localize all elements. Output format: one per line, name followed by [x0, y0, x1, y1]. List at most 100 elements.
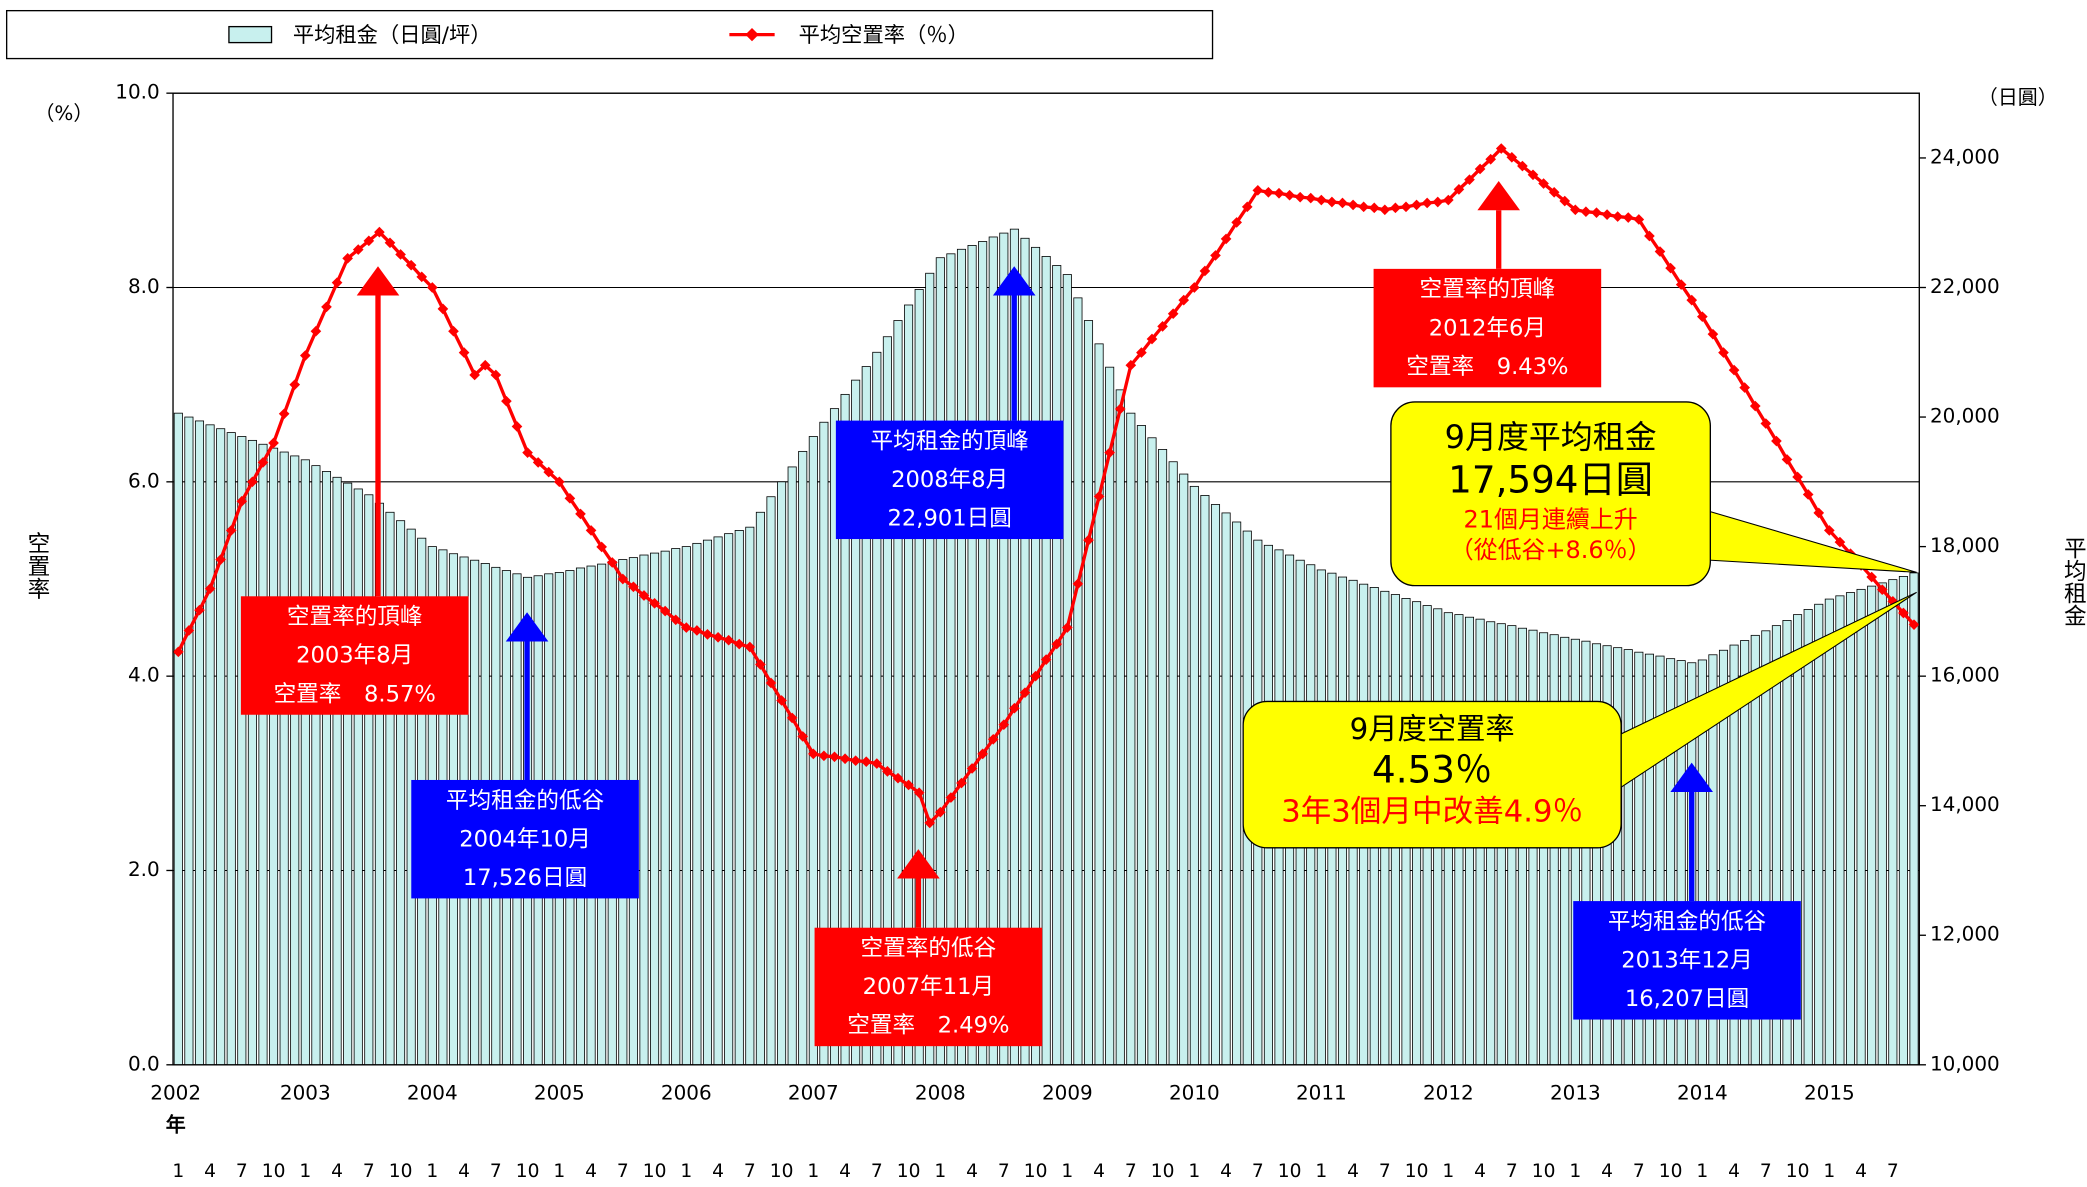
x-tick-label: 7	[1379, 1161, 1391, 1182]
line-marker	[1432, 196, 1444, 208]
y-tick-label: 6.0	[128, 468, 160, 492]
line-marker	[1051, 638, 1063, 650]
line-marker	[1559, 195, 1571, 207]
line-marker	[1898, 607, 1909, 619]
x-tick-label: 7	[744, 1161, 756, 1182]
x-tick-label: 4	[1220, 1161, 1232, 1182]
line-marker	[1771, 435, 1782, 447]
year-label: 2014	[1677, 1081, 1728, 1105]
line-marker	[977, 748, 988, 760]
x-tick-label: 7	[998, 1161, 1010, 1182]
line-marker	[702, 629, 713, 640]
x-tick-label: 7	[1760, 1161, 1772, 1182]
line-marker	[1824, 525, 1835, 536]
x-tick-label: 4	[458, 1161, 470, 1182]
bar	[1094, 343, 1104, 1066]
line-marker	[532, 457, 544, 468]
line-marker	[1527, 169, 1539, 181]
bar	[755, 511, 765, 1066]
line-marker	[1665, 262, 1676, 274]
line-marker	[183, 625, 195, 636]
year-label: 2002	[150, 1081, 201, 1105]
year-label: 2006	[661, 1081, 712, 1105]
line-marker	[998, 719, 1010, 731]
bar	[1136, 425, 1146, 1066]
bar	[1845, 592, 1856, 1066]
bar	[1105, 366, 1115, 1066]
year-label: 2009	[1042, 1081, 1093, 1105]
annotation-box	[835, 420, 1064, 540]
y-tick-label: 0.0	[128, 1051, 160, 1075]
line-marker	[374, 226, 385, 238]
callout-text: 4.53％	[1372, 747, 1492, 791]
y-tick-label: 10.0	[115, 80, 159, 104]
line-marker	[1400, 201, 1412, 213]
x-tick-label: 7	[1887, 1161, 1899, 1182]
line-marker	[1866, 571, 1877, 583]
line-marker	[723, 634, 734, 646]
line-marker	[289, 379, 301, 390]
line-marker	[1411, 199, 1422, 211]
bar	[1877, 582, 1887, 1066]
legend-label: 平均空置率（％）	[799, 23, 969, 48]
year-label: 2008	[915, 1081, 966, 1105]
line-marker	[522, 447, 533, 459]
line-marker	[501, 395, 512, 407]
line-marker	[405, 259, 417, 271]
x-tick-label: 1	[680, 1161, 692, 1182]
x-tick-label: 1	[1696, 1161, 1708, 1182]
callout-text: 9月度空置率	[1350, 712, 1515, 746]
x-tick-label: 1	[934, 1161, 946, 1182]
line-marker	[1421, 197, 1433, 209]
bar	[237, 436, 247, 1066]
line-marker	[638, 590, 650, 601]
line-marker	[860, 756, 872, 767]
callout-text: 9月度平均租金	[1445, 418, 1657, 456]
bar	[1200, 495, 1210, 1066]
annotation-text: 空置率的低谷	[861, 936, 997, 962]
x-tick-label: 7	[617, 1161, 629, 1182]
line-marker	[1622, 212, 1634, 223]
bar	[702, 539, 713, 1066]
line-marker	[585, 525, 597, 536]
x-tick-label: 4	[1728, 1161, 1740, 1182]
bar	[734, 530, 744, 1066]
x-tick-label: 7	[1506, 1161, 1518, 1182]
line-marker	[1749, 400, 1761, 412]
annotation-box	[411, 779, 639, 899]
line-marker	[490, 369, 502, 381]
x-tick-label: 1	[1188, 1161, 1200, 1182]
line-marker	[786, 712, 798, 724]
y2-axis-label: 平均租金	[2060, 536, 2086, 626]
bar	[258, 443, 268, 1066]
line-marker	[808, 748, 819, 760]
annotation-text: 2004年10月	[459, 826, 591, 852]
bar	[1539, 632, 1549, 1066]
x-tick-label: 1	[172, 1161, 184, 1182]
line-marker	[564, 493, 576, 504]
annotation-text: 2012年6月	[1429, 315, 1546, 341]
y2-tick-label: 20,000	[1930, 404, 2000, 428]
line-marker	[1834, 536, 1846, 548]
plot-frame	[172, 92, 1920, 1066]
line-marker	[1506, 151, 1518, 163]
year-label: 2004	[407, 1081, 458, 1105]
line-marker	[945, 792, 957, 803]
line-marker	[1612, 211, 1623, 222]
bar	[1814, 603, 1824, 1066]
bar	[247, 439, 257, 1066]
bar	[650, 552, 660, 1066]
line-marker	[1739, 382, 1750, 393]
line-marker	[1707, 328, 1719, 340]
bar	[1898, 575, 1908, 1066]
bar	[1083, 320, 1094, 1066]
bar	[787, 466, 797, 1066]
annotation-text: 2003年8月	[296, 643, 413, 669]
y2-tick-label: 10,000	[1930, 1051, 2000, 1075]
line-marker	[278, 408, 290, 420]
line-marker	[554, 476, 565, 488]
y-unit: （%）	[34, 101, 93, 125]
line-marker	[1305, 192, 1317, 204]
x-tick-label: 1	[1569, 1161, 1581, 1182]
